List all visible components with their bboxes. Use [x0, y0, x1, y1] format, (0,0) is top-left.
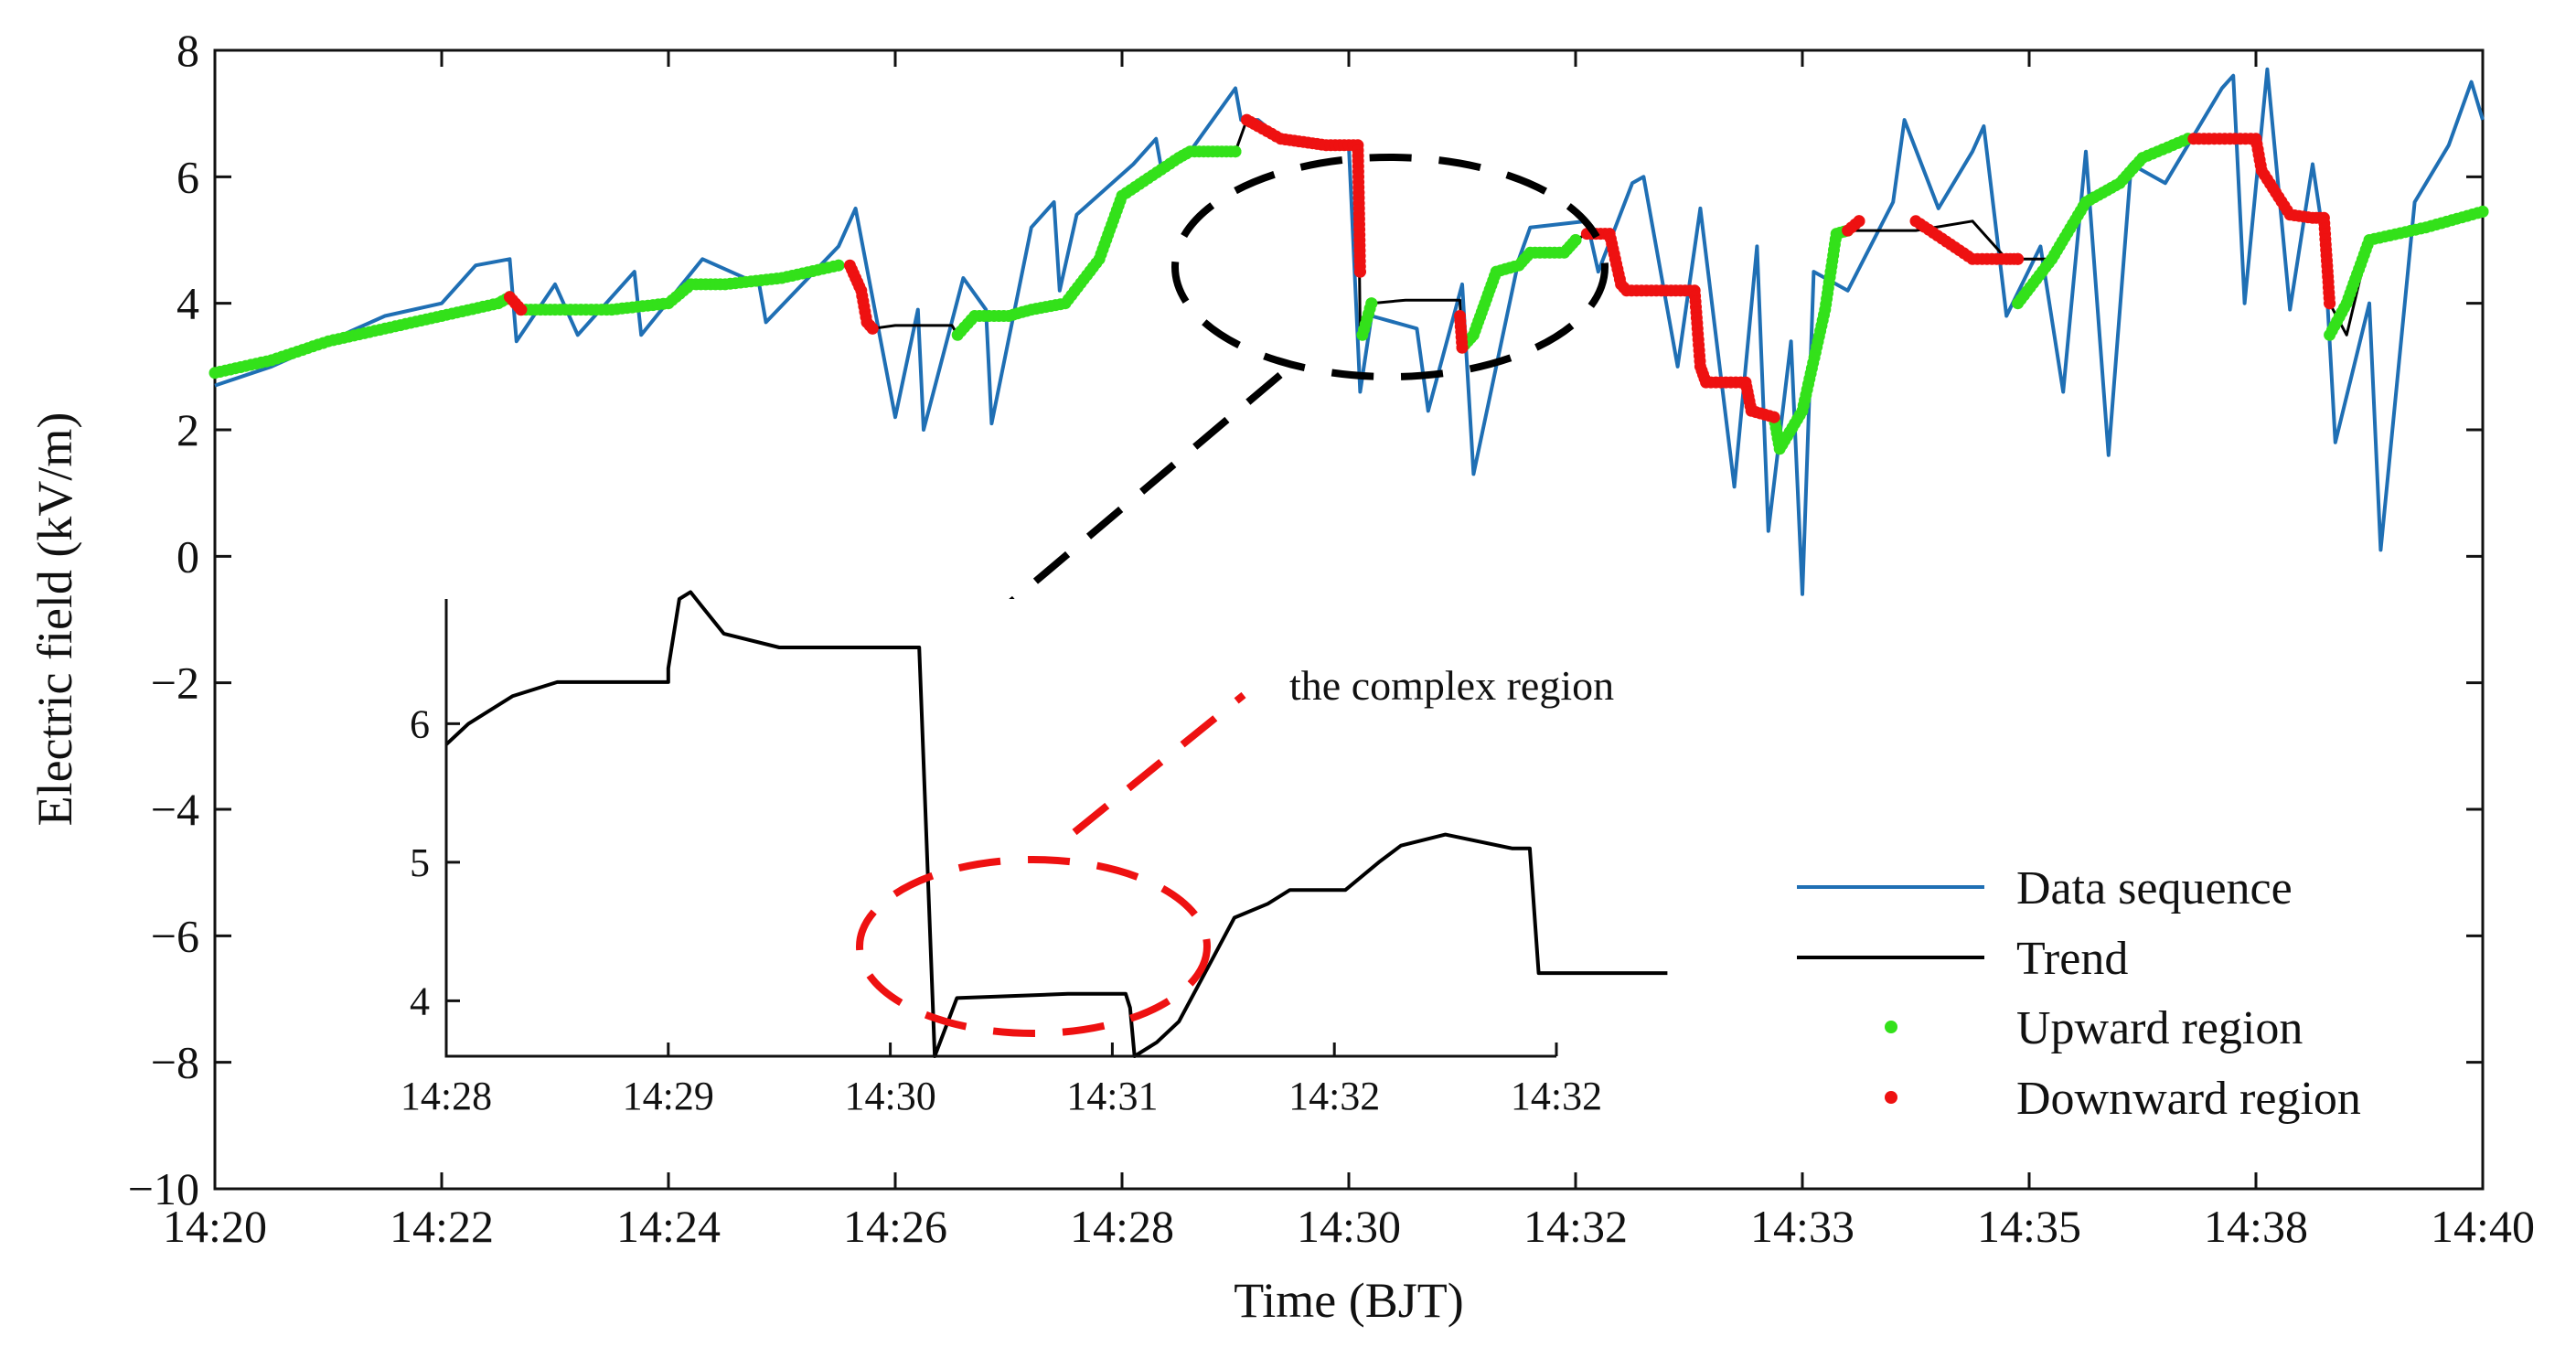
- x-tick-label: 14:32: [1523, 1201, 1628, 1252]
- legend-downward-label: Downward region: [2016, 1073, 2361, 1125]
- inset-x-tick-label: 14:32: [1511, 1074, 1602, 1118]
- inset-x-tick-label: 14:28: [401, 1074, 492, 1118]
- downward-region-point: [866, 322, 879, 335]
- y-tick-label: 4: [176, 278, 199, 329]
- x-tick-label: 14:22: [390, 1201, 494, 1252]
- y-axis-label: Electric field (kV/m): [27, 412, 82, 827]
- y-tick-label: −8: [151, 1037, 199, 1088]
- y-tick-label: 2: [176, 404, 199, 455]
- inset-trend-layer: [444, 590, 1668, 1058]
- legend-upward-label: Upward region: [2016, 1002, 2303, 1054]
- x-tick-label: 14:33: [1750, 1201, 1855, 1252]
- red-complex-region-ellipse: [856, 856, 1211, 1037]
- inset-y-tick-label: 6: [410, 701, 430, 746]
- data-sequence-layer: [214, 67, 2485, 596]
- inset-trend-line: [444, 590, 1668, 1058]
- inset-x-tick-label: 14:32: [1288, 1074, 1380, 1118]
- inset-x-axis-ticks: 14:28 14:29 14:30 14:31 14:32 14:32: [401, 1043, 1602, 1118]
- y-tick-label: −6: [151, 910, 199, 961]
- legend-trend-label: Trend: [2016, 933, 2128, 985]
- upward-region-layer: [208, 133, 2489, 455]
- main-y-axis-ticks: 8 6 4 2 0 −2 −4 −6 −8 −10: [128, 25, 2483, 1214]
- upward-region-point: [1229, 145, 1242, 158]
- complex-region-label: the complex region: [1289, 662, 1614, 709]
- x-tick-label: 14:38: [2204, 1201, 2308, 1252]
- legend: Data sequence Trend Upward region Downwa…: [1797, 862, 2361, 1125]
- main-x-axis-ticks: 14:20 14:22 14:24 14:26 14:28 14:30 14:32 14:33…: [163, 50, 2535, 1252]
- upward-region-point: [832, 259, 845, 272]
- y-tick-label: 8: [176, 25, 199, 76]
- inset-x-tick-label: 14:31: [1066, 1074, 1158, 1118]
- inset-y-tick-label: 4: [410, 978, 430, 1023]
- x-tick-label: 14:28: [1070, 1201, 1174, 1252]
- upward-region-point: [1569, 234, 1582, 246]
- x-tick-label: 14:35: [1977, 1201, 2081, 1252]
- y-tick-label: −2: [151, 658, 199, 709]
- x-tick-label: 14:26: [843, 1201, 947, 1252]
- upward-region-point: [2476, 205, 2489, 218]
- downward-region-layer: [503, 113, 2336, 423]
- legend-data-sequence-label: Data sequence: [2016, 862, 2293, 914]
- downward-region-point: [1353, 265, 1366, 278]
- black-highlight-ellipse: [1171, 154, 1609, 380]
- inset-y-axis-ticks: 4 5 6: [410, 701, 460, 1023]
- x-tick-label: 14:40: [2431, 1201, 2535, 1252]
- legend-upward-swatch: [1885, 1021, 1897, 1033]
- x-tick-label: 14:20: [163, 1201, 267, 1252]
- red-callout-line: [1072, 691, 1246, 836]
- y-tick-label: 0: [176, 530, 199, 582]
- downward-region-point: [2012, 252, 2025, 265]
- x-tick-label: 14:24: [616, 1201, 721, 1252]
- inset-x-tick-label: 14:30: [844, 1074, 935, 1118]
- downward-region-point: [1853, 215, 1865, 228]
- legend-downward-swatch: [1885, 1091, 1897, 1104]
- inset-y-tick-label: 5: [410, 840, 430, 885]
- data-sequence-line: [214, 67, 2485, 596]
- y-tick-label: −10: [128, 1163, 199, 1214]
- inset-frame: [445, 599, 1556, 1056]
- downward-region-point: [1456, 341, 1469, 354]
- y-tick-label: 6: [176, 151, 199, 202]
- x-axis-label: Time (BJT): [1234, 1273, 1464, 1328]
- upward-region-point: [1365, 297, 1378, 310]
- y-tick-label: −4: [151, 784, 199, 835]
- downward-region-point: [515, 304, 528, 316]
- downward-region-point: [2324, 297, 2336, 310]
- x-tick-label: 14:30: [1297, 1201, 1401, 1252]
- downward-region-point: [1768, 411, 1780, 423]
- inset-x-tick-label: 14:29: [623, 1074, 714, 1118]
